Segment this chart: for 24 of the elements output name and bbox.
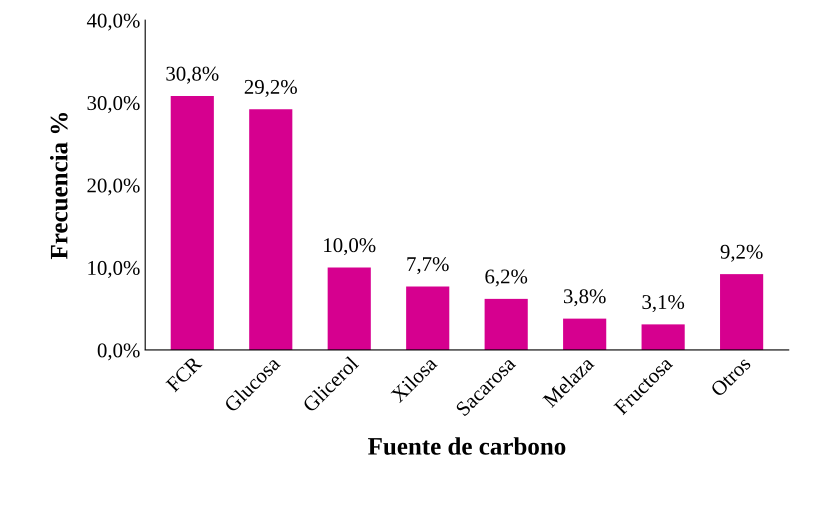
bar [170, 96, 214, 350]
bar [328, 268, 371, 350]
bar [642, 324, 685, 350]
data-label: 29,2% [244, 80, 297, 97]
data-label: 10,0% [324, 238, 376, 256]
y-tick-label: 30,0% [88, 96, 140, 114]
x-axis-title: Fuente de carbono [368, 437, 566, 455]
bar [406, 286, 450, 350]
bar [720, 274, 764, 350]
y-tick-label: 10,0% [88, 260, 140, 278]
bar [563, 318, 606, 350]
data-label: 3,1% [642, 295, 684, 312]
y-axis-title: Frecuencia % [50, 113, 68, 260]
data-label: 9,2% [720, 244, 763, 262]
data-label: 6,2% [485, 269, 528, 287]
bar [249, 109, 292, 350]
x-tick-label: FCR [165, 355, 203, 393]
y-tick-label: 40,0% [86, 14, 140, 31]
data-label: 30,8% [166, 66, 218, 84]
bar [484, 298, 528, 350]
data-label: 7,7% [407, 257, 449, 274]
data-label: 3,8% [564, 289, 606, 306]
y-tick-label: 20,0% [87, 178, 140, 196]
y-tick-label: 0,0% [98, 343, 140, 360]
